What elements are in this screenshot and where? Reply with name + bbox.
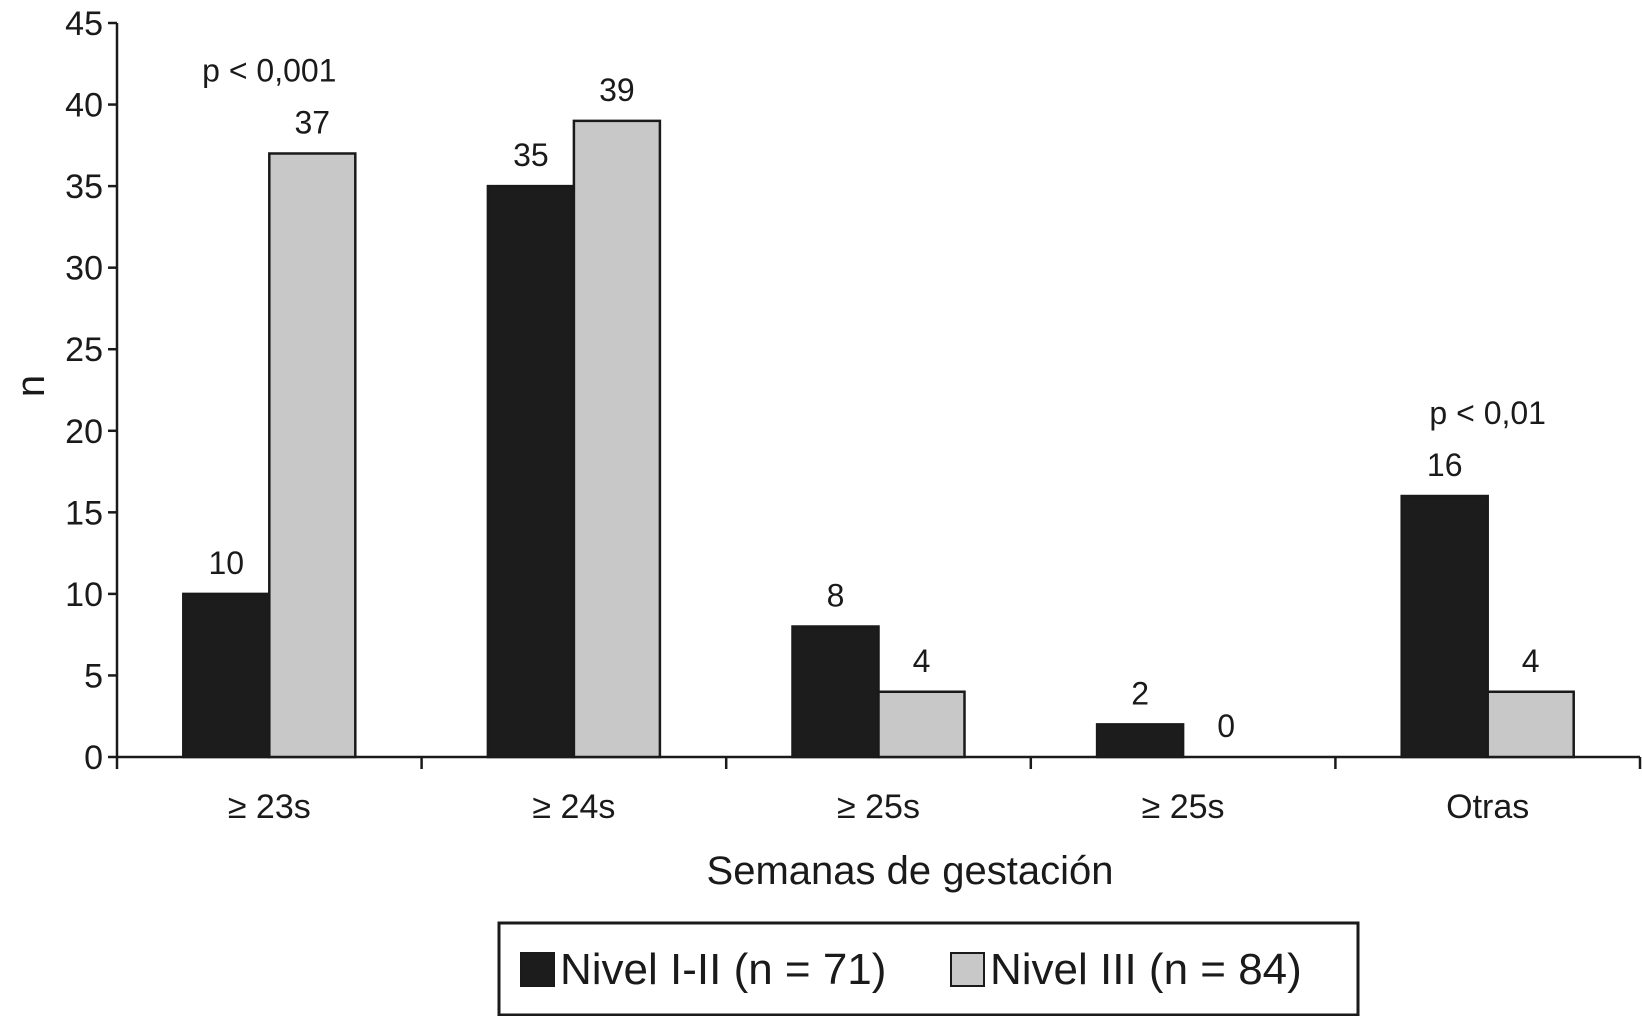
y-tick-label: 20 [65,413,103,451]
data-label: 2 [1131,675,1149,711]
x-tick-label: ≥ 25s [837,788,920,826]
bar-nivel-i-ii [486,184,576,759]
legend-frame [497,921,1360,1017]
bar-nivel-iii [268,152,357,759]
y-tick-label: 25 [65,331,103,369]
y-tick-label: 15 [65,494,103,532]
y-tick-label: 5 [84,657,103,695]
y-tick-label: 40 [65,87,103,125]
bar-nivel-iii [1486,690,1575,759]
bar-nivel-iii [572,119,662,759]
data-label: 37 [295,104,331,140]
data-label: 0 [1217,708,1235,744]
y-tick-label: 30 [65,250,103,288]
bar-nivel-i-ii [1400,494,1489,759]
x-tick-label: ≥ 24s [532,788,615,826]
legend-swatch-nivel-i-ii [520,952,555,987]
y-tick-label: 10 [65,576,103,614]
bar-nivel-i-ii [1095,723,1185,759]
x-axis-title: Semanas de gestación [707,849,1114,893]
bar-nivel-iii [877,690,966,759]
bar-nivel-i-ii [791,625,880,759]
significance-annotation: p < 0,01 [1429,395,1546,431]
data-label: 10 [209,545,245,581]
data-label: 35 [513,137,549,173]
legend-label-nivel-iii: Nivel III (n = 84) [990,945,1302,994]
y-tick-label: 35 [65,168,103,206]
legend-swatch-nivel-iii [950,952,985,987]
legend: Nivel I-II (n = 71) Nivel III (n = 84) [497,921,1360,1017]
bar-nivel-i-ii [182,592,271,759]
data-label: 16 [1427,447,1463,483]
data-label: 8 [827,578,845,614]
data-label: 39 [599,72,635,108]
data-label: 4 [1522,643,1540,679]
bars [182,119,1575,759]
x-tick-label: ≥ 23s [228,788,311,826]
x-tick-label: ≥ 25s [1142,788,1225,826]
y-tick-label: 45 [65,5,103,43]
data-labels: 10 37 35 39 8 4 2 0 16 4 p < 0,001 p < 0,01 [202,52,1546,744]
significance-annotation: p < 0,001 [202,52,336,88]
y-axis-title: n [9,375,53,397]
x-tick-label: Otras [1446,788,1529,826]
legend-label-nivel-i-ii: Nivel I-II (n = 71) [560,945,886,994]
data-label: 4 [913,643,931,679]
y-tick-label: 0 [84,739,103,777]
